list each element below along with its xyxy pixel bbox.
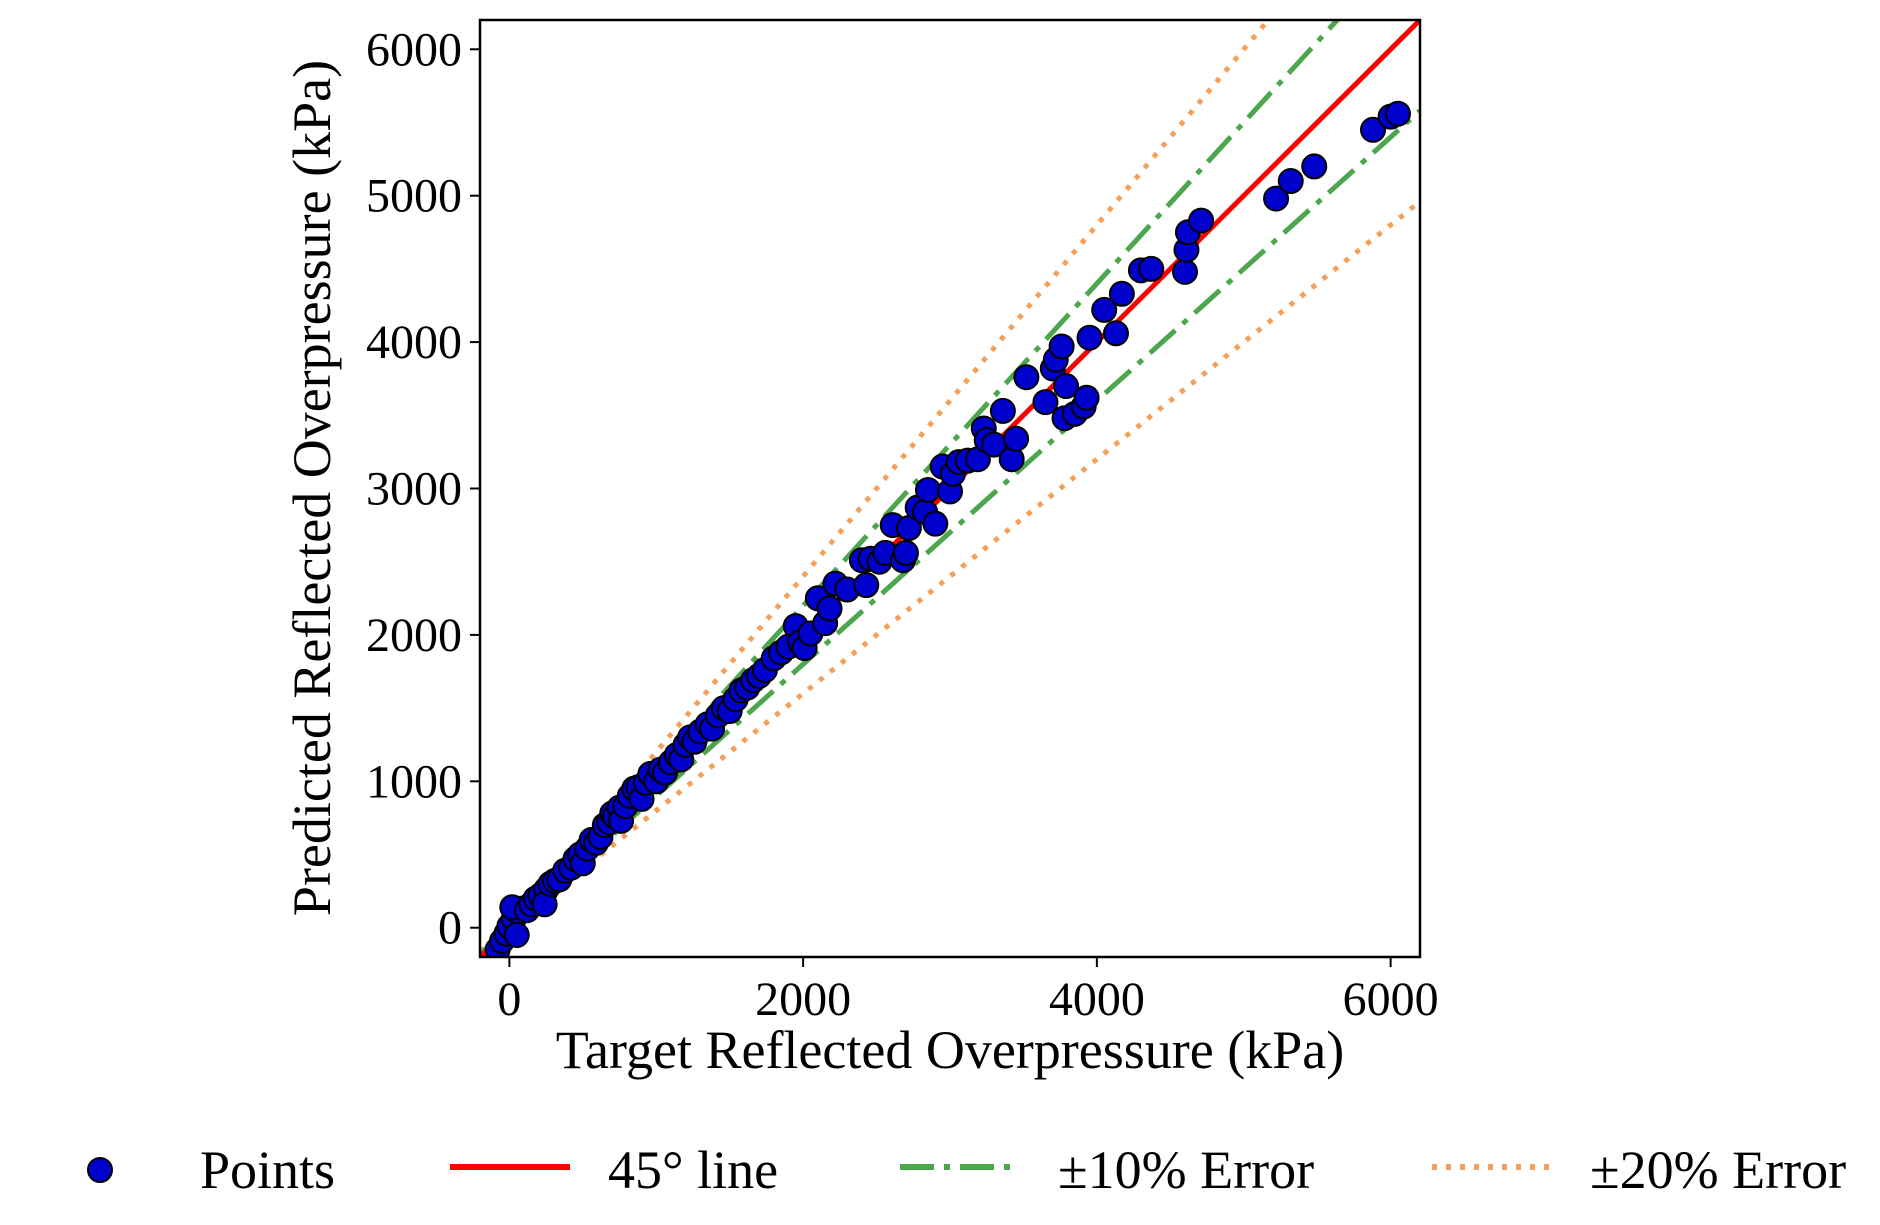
legend-item-points: Points [87,1140,335,1200]
data-point [1102,320,1129,347]
data-point [892,539,919,566]
legend-label-20pct: ±20% Error [1590,1140,1846,1200]
y-axis-title: Predicted Reflected Overpressure (kPa) [282,60,342,916]
y-tick-label: 2000 [366,609,462,662]
y-tick-label: 0 [438,902,462,955]
data-point [1108,280,1135,307]
x-tick-label: 4000 [1049,973,1145,1026]
data-point [1048,333,1075,360]
legend-label-10pct: ±10% Error [1058,1140,1314,1200]
data-point [1032,389,1059,416]
line-20pct-upper [481,20,1272,957]
legend-item-10pct: ±10% Error [900,1140,1314,1200]
data-point [1172,258,1198,285]
y-tick-label: 1000 [366,755,462,808]
data-point [1053,373,1080,400]
legend: Points 45° line ±10% Error ±20% Error [87,1140,1846,1200]
legend-label-45-line: 45° line [608,1140,778,1200]
legend-label-points: Points [200,1140,335,1200]
legend-marker-points [87,1157,113,1183]
data-point [816,595,843,622]
data-point [1003,425,1030,452]
data-point [989,397,1016,424]
y-axis-ticks: 0 1000 2000 3000 4000 5000 6000 [366,23,480,955]
x-tick-label: 0 [497,973,521,1026]
data-point [914,476,941,503]
data-point [1360,116,1386,143]
data-point [922,510,949,537]
y-tick-label: 5000 [366,170,462,223]
x-tick-label: 6000 [1343,973,1439,1026]
line-10pct-lower [480,108,1420,956]
line-20pct-lower [480,199,1420,954]
data-point [1277,168,1304,195]
line-10pct-upper [480,20,1341,957]
data-point [1138,255,1165,282]
y-tick-label: 4000 [366,316,462,369]
x-axis-ticks: 0 2000 4000 6000 [497,957,1439,1026]
legend-item-45-line: 45° line [450,1140,778,1200]
data-point [1076,324,1103,351]
data-point [1384,100,1411,127]
data-point [1263,185,1290,212]
legend-item-20pct: ±20% Error [1432,1140,1846,1200]
y-tick-label: 6000 [366,23,462,76]
y-tick-label: 3000 [366,463,462,516]
data-point [853,572,880,599]
data-point [1091,296,1118,323]
data-point [1188,207,1215,234]
x-tick-label: 2000 [755,973,851,1026]
x-axis-title: Target Reflected Overpressure (kPa) [556,1020,1344,1080]
data-point [1013,364,1040,391]
data-points [484,100,1411,957]
data-point [1073,384,1100,411]
data-point [1301,153,1328,180]
data-point [503,922,530,949]
